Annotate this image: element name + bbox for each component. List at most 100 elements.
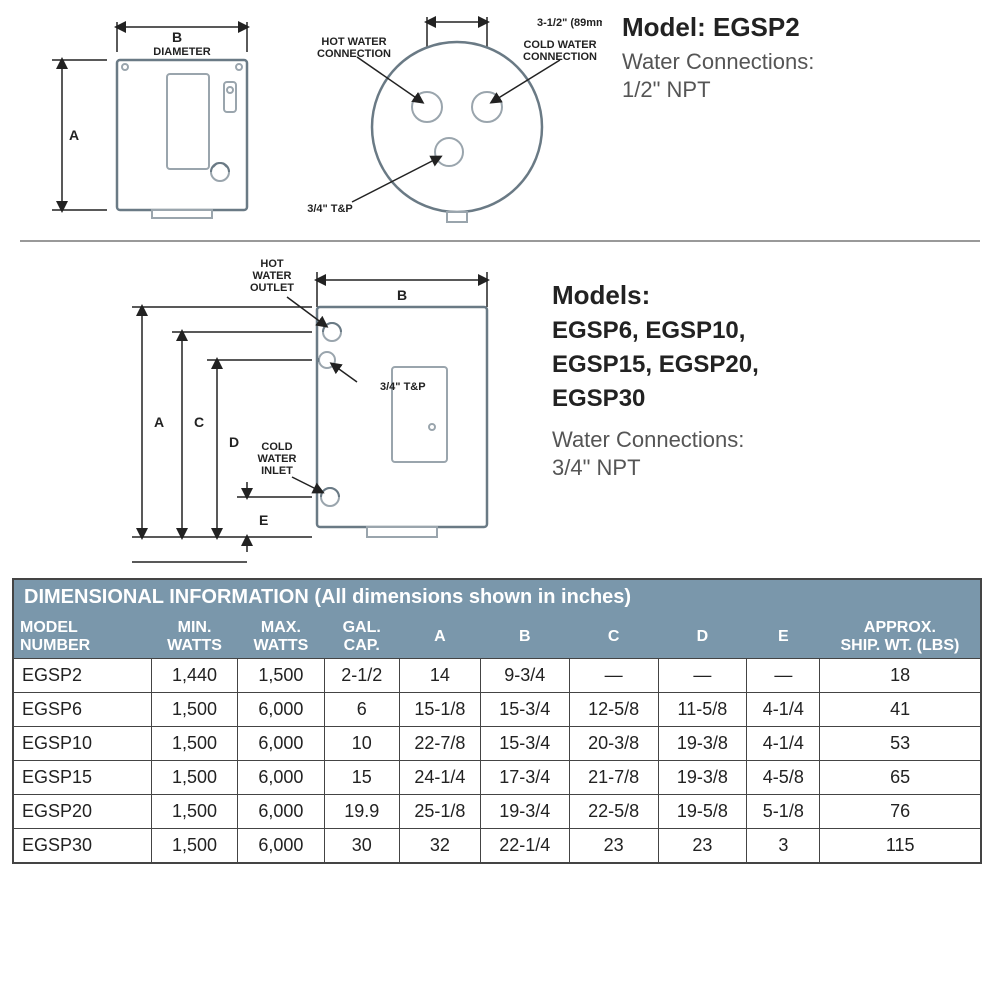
table-cell: 10 <box>324 727 399 761</box>
table-header-cell: MIN.WATTS <box>151 615 237 659</box>
table-row: EGSP151,5006,0001524-1/417-3/421-7/819-3… <box>13 761 981 795</box>
table-cell: 6 <box>324 693 399 727</box>
table-header-cell: APPROX.SHIP. WT. (LBS) <box>820 615 981 659</box>
table-title: DIMENSIONAL INFORMATION (All dimensions … <box>13 579 981 615</box>
diagram-egsp2-side: B DIAMETER A <box>12 12 262 232</box>
table-cell: 41 <box>820 693 981 727</box>
table-cell: 1,500 <box>151 761 237 795</box>
models-title: Models: <box>552 280 988 311</box>
diagram-egsp2-top: 3-1/2" (89mm) HOT WATER CONNECTION COLD … <box>282 12 602 232</box>
diagram-egsp-multi: B HOT WATER OUTLET 3/4" T&P COLD WATER I… <box>12 252 532 572</box>
table-body: EGSP21,4401,5002-1/2149-3/4———18EGSP61,5… <box>13 659 981 864</box>
top-section: B DIAMETER A 3-1/2" (89mm) <box>12 12 988 232</box>
models-list-3: EGSP30 <box>552 385 988 413</box>
table-cell: EGSP30 <box>13 829 151 864</box>
hot-outlet-2: WATER <box>253 270 292 282</box>
table-cell: EGSP10 <box>13 727 151 761</box>
table-header-cell: MAX.WATTS <box>238 615 324 659</box>
table-cell: EGSP20 <box>13 795 151 829</box>
table-header-cell: E <box>747 615 820 659</box>
table-cell: 19-3/8 <box>658 727 747 761</box>
hot-label-1: HOT WATER <box>321 36 386 48</box>
table-row: EGSP201,5006,00019.925-1/819-3/422-5/819… <box>13 795 981 829</box>
table-cell: 1,500 <box>238 659 324 693</box>
table-cell: 6,000 <box>238 761 324 795</box>
table-cell: 17-3/4 <box>480 761 569 795</box>
table-cell: 6,000 <box>238 795 324 829</box>
table-row: EGSP21,4401,5002-1/2149-3/4———18 <box>13 659 981 693</box>
table-cell: 20-3/8 <box>569 727 658 761</box>
table-cell: 22-7/8 <box>399 727 480 761</box>
table-cell: 6,000 <box>238 727 324 761</box>
dim-c-label: C <box>194 414 204 430</box>
separator <box>20 240 980 242</box>
table-cell: EGSP2 <box>13 659 151 693</box>
table-cell: 76 <box>820 795 981 829</box>
table-cell: 3 <box>747 829 820 864</box>
table-cell: 19-3/4 <box>480 795 569 829</box>
table-cell: EGSP6 <box>13 693 151 727</box>
table-cell: EGSP15 <box>13 761 151 795</box>
dim-a-label: A <box>154 414 164 430</box>
model-title: Model: EGSP2 <box>622 12 988 43</box>
table-header-cell: B <box>480 615 569 659</box>
cold-inlet-3: INLET <box>261 465 293 477</box>
table-cell: 5-1/8 <box>747 795 820 829</box>
table-cell: 15-1/8 <box>399 693 480 727</box>
model-text-multi: Models: EGSP6, EGSP10, EGSP15, EGSP20, E… <box>552 252 988 483</box>
dimensional-table: DIMENSIONAL INFORMATION (All dimensions … <box>12 578 982 864</box>
table-row: EGSP101,5006,0001022-7/815-3/420-3/819-3… <box>13 727 981 761</box>
mid-section: B HOT WATER OUTLET 3/4" T&P COLD WATER I… <box>12 252 988 572</box>
table-header-cell: GAL.CAP. <box>324 615 399 659</box>
dim-e-label: E <box>259 512 268 528</box>
table-header-cell: C <box>569 615 658 659</box>
table-cell: — <box>747 659 820 693</box>
table-cell: 22-1/4 <box>480 829 569 864</box>
table-cell: 12-5/8 <box>569 693 658 727</box>
table-cell: 4-5/8 <box>747 761 820 795</box>
dim-d-label: D <box>229 434 239 450</box>
table-cell: 115 <box>820 829 981 864</box>
table-cell: 1,500 <box>151 727 237 761</box>
dim-b-label: B <box>397 287 407 303</box>
table-cell: 1,500 <box>151 693 237 727</box>
table-cell: 4-1/4 <box>747 727 820 761</box>
hot-label-2: CONNECTION <box>317 48 391 60</box>
table-cell: 21-7/8 <box>569 761 658 795</box>
table-cell: 15-3/4 <box>480 727 569 761</box>
table-cell: 6,000 <box>238 829 324 864</box>
model-text-egsp2: Model: EGSP2 Water Connections: 1/2" NPT <box>622 12 988 105</box>
table-cell: 30 <box>324 829 399 864</box>
mid-tp-label: 3/4" T&P <box>380 381 426 393</box>
table-header-cell: MODELNUMBER <box>13 615 151 659</box>
models-list-2: EGSP15, EGSP20, <box>552 351 988 379</box>
table-cell: 15-3/4 <box>480 693 569 727</box>
table-cell: 4-1/4 <box>747 693 820 727</box>
hot-outlet-3: OUTLET <box>250 282 294 294</box>
table-cell: 23 <box>569 829 658 864</box>
table-cell: 23 <box>658 829 747 864</box>
table-cell: 1,500 <box>151 829 237 864</box>
table-cell: 24-1/4 <box>399 761 480 795</box>
table-cell: 19-5/8 <box>658 795 747 829</box>
table-cell: 2-1/2 <box>324 659 399 693</box>
dim-a-label: A <box>69 127 79 143</box>
dim-b-label: B <box>172 29 182 45</box>
table-cell: 14 <box>399 659 480 693</box>
cold-inlet-1: COLD <box>261 441 292 453</box>
models-list-1: EGSP6, EGSP10, <box>552 317 988 345</box>
table-cell: 25-1/8 <box>399 795 480 829</box>
hot-outlet-1: HOT <box>260 258 284 270</box>
conn-label: Water Connections: <box>622 49 988 75</box>
table-cell: 6,000 <box>238 693 324 727</box>
table-cell: 9-3/4 <box>480 659 569 693</box>
table-row: EGSP61,5006,000615-1/815-3/412-5/811-5/8… <box>13 693 981 727</box>
table-header-row: MODELNUMBERMIN.WATTSMAX.WATTSGAL.CAP.ABC… <box>13 615 981 659</box>
table-cell: 32 <box>399 829 480 864</box>
conn-value: 1/2" NPT <box>622 77 988 103</box>
dim-diameter-label: DIAMETER <box>153 46 211 58</box>
table-cell: 53 <box>820 727 981 761</box>
cold-label-1: COLD WATER <box>523 39 596 51</box>
table-cell: 15 <box>324 761 399 795</box>
table-header-cell: A <box>399 615 480 659</box>
